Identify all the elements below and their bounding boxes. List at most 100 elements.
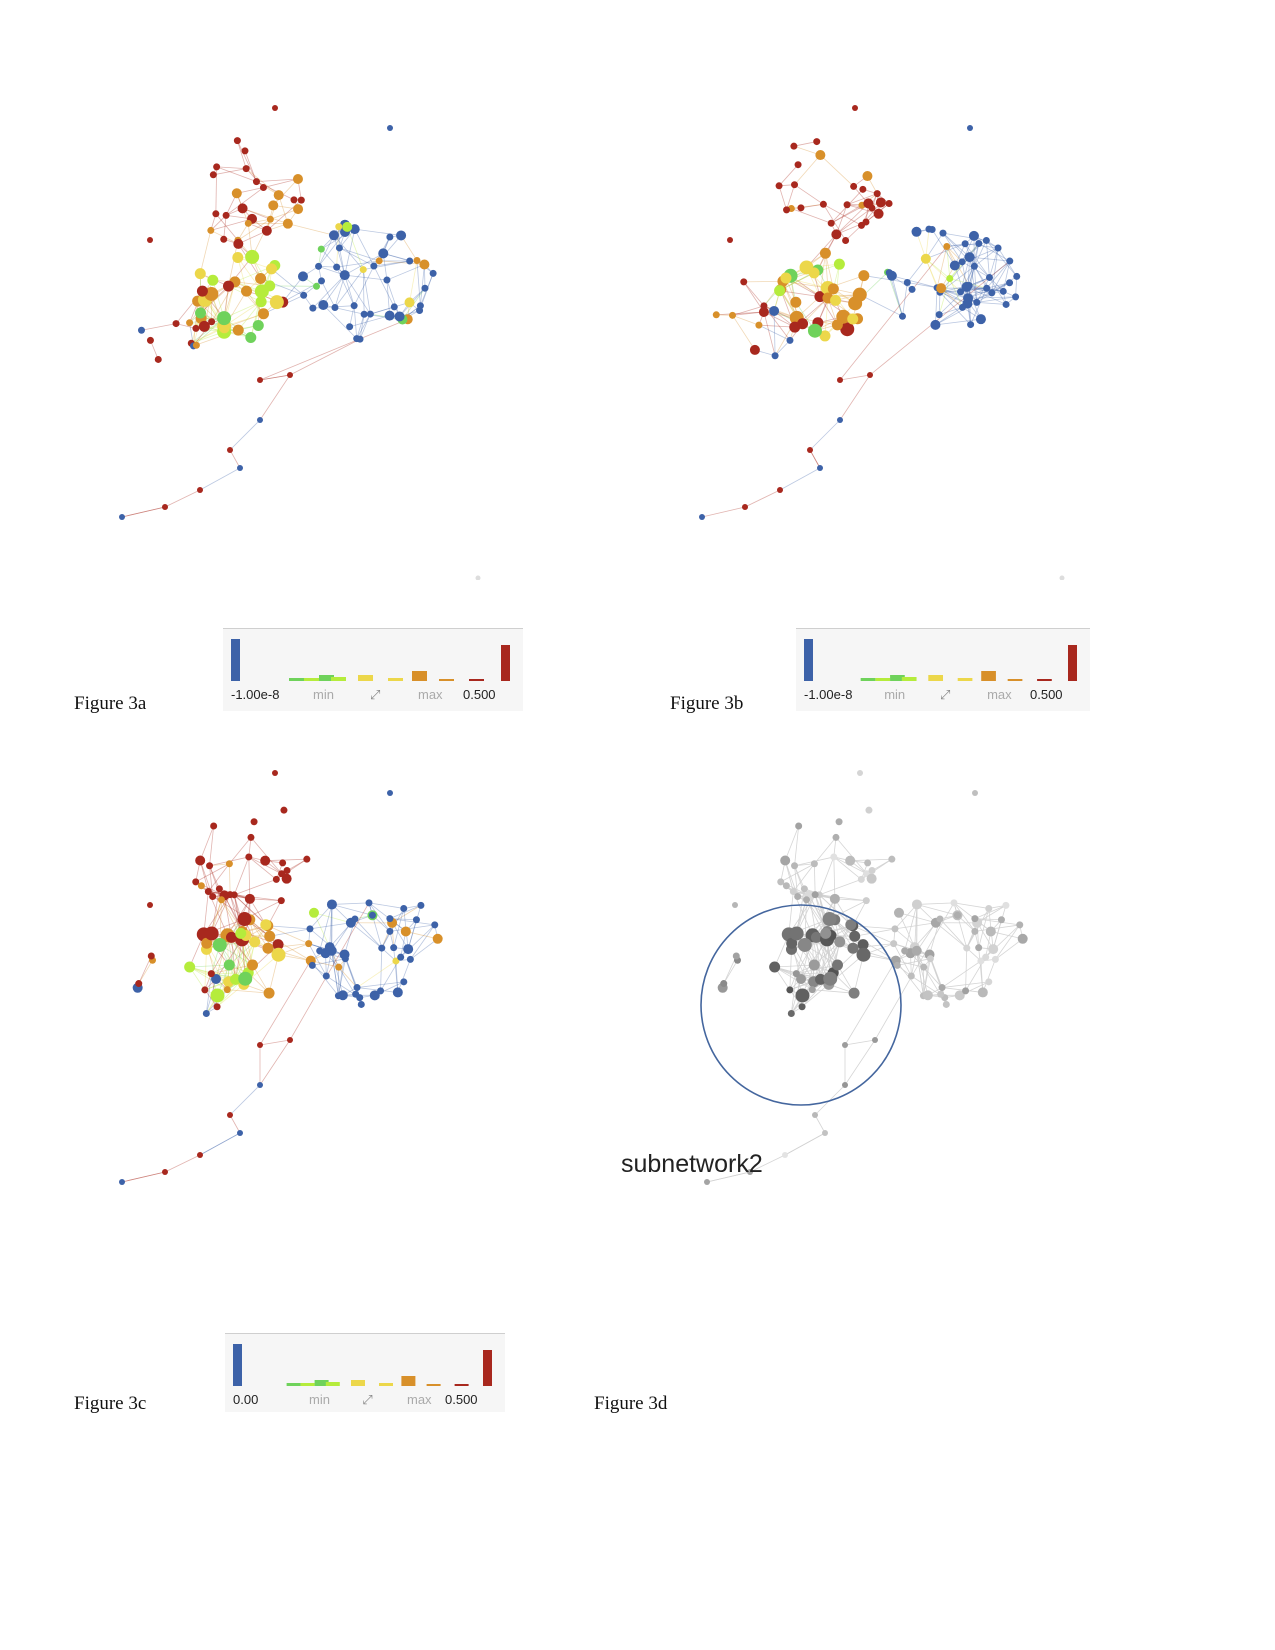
network-node — [858, 270, 870, 282]
network-node — [819, 200, 827, 208]
network-node — [777, 487, 783, 493]
network-edge — [344, 229, 356, 276]
network-edge — [338, 958, 346, 996]
network-edge — [338, 966, 358, 988]
network-node — [815, 150, 826, 161]
network-edge — [790, 973, 797, 1014]
network-edge — [793, 141, 817, 147]
network-edge — [854, 928, 896, 937]
network-node — [266, 215, 274, 223]
network-node — [970, 262, 978, 270]
network-edge — [223, 215, 227, 240]
network-edge — [774, 966, 813, 991]
network-node — [400, 978, 408, 986]
network-edge — [836, 203, 869, 235]
network-node — [787, 1009, 795, 1017]
network-edge — [835, 204, 848, 235]
network-edge — [344, 274, 387, 281]
network-edge — [819, 894, 867, 902]
network-node — [930, 319, 941, 330]
network-edge — [844, 1039, 876, 1046]
network-node — [207, 226, 215, 234]
network-node — [137, 326, 145, 334]
network-node — [263, 987, 275, 999]
legend-bar-min — [231, 639, 240, 681]
network-edge — [723, 960, 738, 984]
network-edge — [941, 981, 989, 988]
legend-histogram-bar — [890, 675, 905, 681]
network-node — [162, 504, 168, 510]
network-node — [827, 219, 835, 227]
network-node — [394, 311, 405, 322]
network-node — [246, 959, 258, 971]
network-edge — [791, 203, 824, 209]
network-edge — [925, 258, 951, 279]
network-node — [727, 237, 733, 243]
network-node — [162, 1169, 168, 1175]
network-edge — [969, 277, 990, 286]
network-node — [416, 302, 424, 310]
network-node — [837, 417, 843, 423]
network-node — [999, 287, 1007, 295]
network-edge — [354, 228, 375, 267]
network-edge — [820, 941, 841, 980]
network-edge — [334, 269, 364, 308]
network-node — [292, 174, 303, 185]
network-edge — [942, 232, 963, 263]
network-node — [287, 372, 293, 378]
network-node — [968, 230, 979, 241]
legend-bar-min — [233, 1344, 242, 1386]
network-node — [780, 272, 792, 284]
network-edge — [809, 419, 841, 451]
network-edge — [380, 948, 383, 991]
network-edge — [953, 902, 989, 909]
network-edge — [289, 902, 370, 1041]
legend-histogram-bar — [358, 675, 373, 681]
network-node — [811, 891, 819, 899]
network-edge — [339, 247, 380, 262]
network-node — [1017, 933, 1028, 944]
legend-histogram-bar — [331, 677, 346, 681]
network-node — [957, 288, 965, 296]
network-node — [154, 355, 162, 363]
network-node — [262, 942, 274, 954]
legend-bar-max — [483, 1350, 492, 1386]
network-edge — [898, 912, 936, 924]
network-node — [847, 942, 859, 954]
figure-3b-label: Figure 3b — [670, 693, 744, 714]
network-edge — [289, 338, 361, 376]
network-node — [227, 447, 233, 453]
network-edge — [229, 1084, 261, 1116]
network-node — [808, 986, 816, 994]
network-edge — [784, 825, 800, 861]
network-edge — [227, 935, 230, 982]
network-edge — [938, 292, 941, 315]
network-node — [308, 961, 316, 969]
network-edge — [852, 925, 894, 944]
legend-histogram-bar — [412, 671, 427, 681]
network-node — [365, 899, 373, 907]
network-node — [197, 882, 205, 890]
network-edge — [965, 243, 999, 249]
legend-histogram-bar — [304, 678, 319, 681]
network-node — [819, 247, 831, 259]
network-edge — [966, 286, 1007, 305]
network-edge — [356, 960, 397, 988]
network-edge — [845, 225, 862, 241]
network-edge — [193, 329, 239, 347]
network-node — [244, 219, 252, 227]
network-edge — [319, 904, 333, 951]
network-node — [791, 181, 799, 189]
figure-3d-label: Figure 3d — [594, 1393, 668, 1414]
legend-histogram-bar — [319, 675, 334, 681]
network-edge — [891, 275, 903, 317]
network-edge — [237, 257, 247, 292]
network-node — [281, 873, 292, 884]
network-edge — [386, 279, 400, 317]
network-edge — [833, 856, 836, 899]
network-node — [366, 310, 374, 318]
network-edge — [373, 260, 410, 267]
legend-histogram-bar — [401, 1376, 416, 1386]
legend-histogram-bar — [379, 1383, 393, 1386]
legend-histogram-bar — [981, 671, 996, 681]
